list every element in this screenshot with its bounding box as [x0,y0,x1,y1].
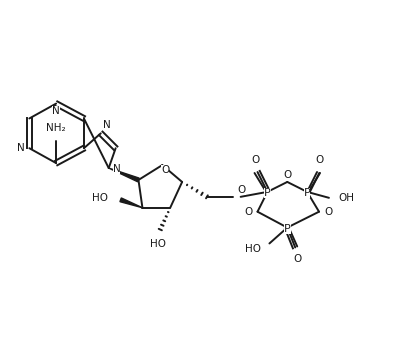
Text: N: N [103,120,110,130]
Text: P: P [284,224,291,233]
Text: N: N [17,143,24,153]
Text: O: O [293,254,301,264]
Text: O: O [324,207,332,217]
Text: O: O [251,155,260,165]
Text: HO: HO [245,244,262,254]
Text: NH₂: NH₂ [46,123,66,133]
Text: O: O [238,185,246,195]
Polygon shape [120,198,143,208]
Text: HO: HO [92,193,108,203]
Text: O: O [283,170,292,180]
Text: P: P [304,188,310,198]
Text: P: P [264,188,271,198]
Text: OH: OH [339,193,355,203]
Text: N: N [52,106,60,116]
Text: N: N [113,164,121,174]
Text: O: O [244,207,253,217]
Text: HO: HO [150,239,166,250]
Polygon shape [109,168,139,182]
Text: O: O [161,165,169,175]
Text: O: O [315,155,323,165]
